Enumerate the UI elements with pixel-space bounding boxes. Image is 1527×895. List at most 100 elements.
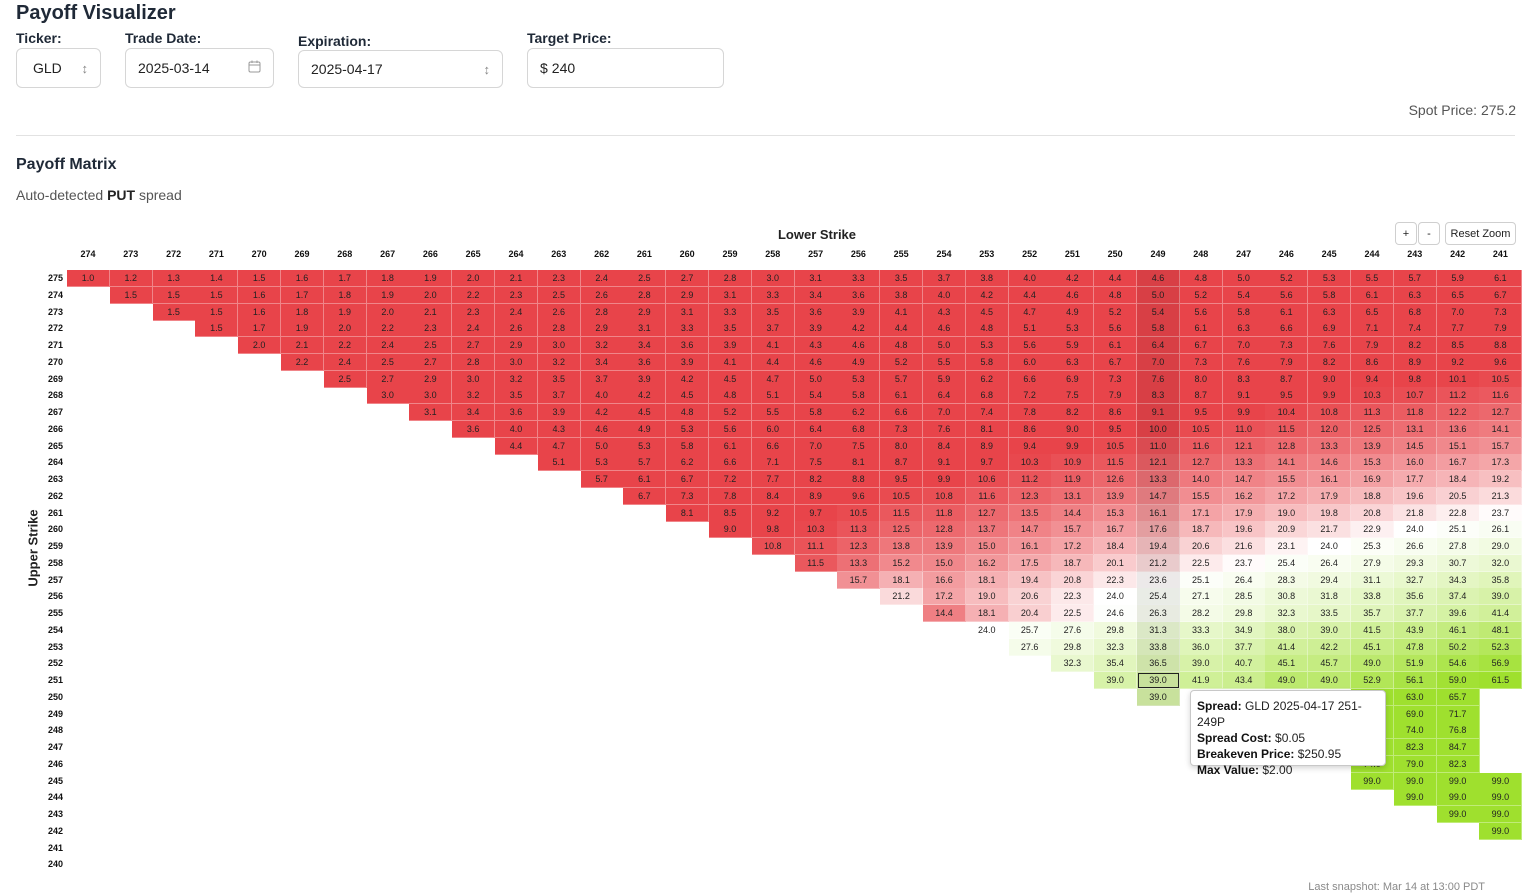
- payoff-cell[interactable]: 32.7: [1393, 571, 1437, 589]
- payoff-cell[interactable]: 4.5: [709, 370, 752, 388]
- payoff-cell[interactable]: 2.4: [495, 303, 538, 321]
- payoff-cell[interactable]: 14.1: [1265, 454, 1309, 472]
- payoff-cell[interactable]: 2.4: [323, 353, 367, 371]
- payoff-cell[interactable]: 10.8: [751, 538, 795, 555]
- payoff-cell[interactable]: 25.4: [1265, 554, 1309, 572]
- payoff-cell[interactable]: 7.1: [1351, 320, 1394, 338]
- payoff-cell[interactable]: 9.4: [1351, 370, 1394, 388]
- payoff-cell[interactable]: 41.9: [1179, 672, 1223, 689]
- payoff-cell[interactable]: 8.1: [965, 420, 1009, 438]
- payoff-cell[interactable]: 12.7: [1179, 454, 1223, 472]
- payoff-cell[interactable]: 3.9: [537, 404, 581, 421]
- payoff-cell[interactable]: 12.5: [1351, 420, 1394, 438]
- payoff-cell[interactable]: 2.6: [537, 303, 581, 321]
- payoff-cell[interactable]: 5.8: [794, 404, 838, 421]
- payoff-cell[interactable]: 6.2: [666, 454, 710, 472]
- payoff-cell[interactable]: 8.5: [1436, 337, 1480, 354]
- payoff-cell[interactable]: 7.2: [1008, 387, 1052, 405]
- payoff-cell[interactable]: 17.9: [1222, 504, 1266, 522]
- payoff-cell[interactable]: 52.3: [1479, 638, 1523, 656]
- payoff-cell[interactable]: 5.6: [709, 420, 752, 438]
- payoff-cell[interactable]: 8.9: [794, 487, 838, 505]
- payoff-cell[interactable]: 23.1: [1265, 538, 1309, 555]
- payoff-cell[interactable]: 8.2: [1393, 337, 1437, 354]
- payoff-cell[interactable]: 8.6: [1351, 353, 1394, 371]
- payoff-cell[interactable]: 25.4: [1137, 588, 1180, 606]
- payoff-cell[interactable]: 9.1: [1222, 387, 1266, 405]
- payoff-cell[interactable]: 21.6: [1222, 538, 1266, 555]
- payoff-cell[interactable]: 16.6: [923, 571, 966, 589]
- payoff-cell[interactable]: 45.1: [1265, 655, 1309, 673]
- payoff-cell[interactable]: 11.3: [837, 521, 881, 539]
- payoff-cell[interactable]: 4.9: [623, 420, 667, 438]
- payoff-cell[interactable]: 56.1: [1393, 672, 1437, 689]
- payoff-cell[interactable]: 19.6: [1222, 521, 1266, 539]
- payoff-cell[interactable]: 2.0: [366, 303, 410, 321]
- payoff-cell[interactable]: 50.2: [1436, 638, 1480, 656]
- payoff-cell[interactable]: 6.6: [1008, 370, 1052, 388]
- payoff-cell[interactable]: 14.0: [1179, 471, 1223, 488]
- payoff-cell[interactable]: 18.8: [1351, 487, 1394, 505]
- payoff-cell[interactable]: 6.1: [709, 437, 752, 455]
- payoff-cell[interactable]: 22.9: [1351, 521, 1394, 539]
- payoff-cell[interactable]: 7.5: [794, 454, 838, 472]
- payoff-cell[interactable]: 2.0: [409, 286, 453, 304]
- payoff-cell[interactable]: 32.3: [1094, 638, 1138, 656]
- payoff-cell[interactable]: 6.1: [1351, 286, 1394, 304]
- payoff-cell[interactable]: 7.9: [1265, 353, 1309, 371]
- payoff-cell[interactable]: 12.1: [1137, 454, 1180, 472]
- payoff-cell[interactable]: 12.0: [1308, 420, 1352, 438]
- payoff-cell[interactable]: 4.7: [751, 370, 795, 388]
- payoff-cell[interactable]: 13.3: [1137, 471, 1180, 488]
- payoff-cell[interactable]: 8.7: [1265, 370, 1309, 388]
- payoff-cell[interactable]: 3.5: [751, 303, 795, 321]
- payoff-cell[interactable]: 17.9: [1308, 487, 1352, 505]
- payoff-cell[interactable]: 99.0: [1393, 789, 1437, 807]
- payoff-cell[interactable]: 7.3: [880, 420, 924, 438]
- payoff-cell[interactable]: 2.7: [409, 353, 453, 371]
- payoff-cell[interactable]: 99.0: [1436, 772, 1480, 790]
- payoff-cell[interactable]: 32.0: [1479, 554, 1523, 572]
- payoff-cell[interactable]: 2.9: [580, 320, 624, 338]
- payoff-cell[interactable]: 3.7: [923, 270, 966, 287]
- payoff-cell[interactable]: 69.0: [1393, 705, 1437, 723]
- payoff-cell[interactable]: 2.7: [452, 337, 496, 354]
- payoff-cell[interactable]: 33.5: [1308, 605, 1352, 622]
- payoff-cell[interactable]: 2.4: [452, 320, 496, 338]
- payoff-cell[interactable]: 5.8: [1137, 320, 1180, 338]
- payoff-cell[interactable]: 5.5: [923, 353, 966, 371]
- payoff-cell[interactable]: 3.0: [409, 387, 453, 405]
- payoff-cell[interactable]: 5.1: [537, 454, 581, 472]
- payoff-cell[interactable]: 1.5: [152, 286, 196, 304]
- payoff-cell[interactable]: 19.0: [965, 588, 1009, 606]
- payoff-cell[interactable]: 3.6: [837, 286, 881, 304]
- payoff-cell[interactable]: 3.5: [880, 270, 924, 287]
- payoff-cell[interactable]: 14.4: [1051, 504, 1095, 522]
- payoff-cell[interactable]: 29.3: [1393, 554, 1437, 572]
- payoff-cell[interactable]: 12.2: [1436, 404, 1480, 421]
- payoff-cell[interactable]: 13.3: [1222, 454, 1266, 472]
- payoff-cell[interactable]: 3.6: [623, 353, 667, 371]
- payoff-cell[interactable]: 6.6: [880, 404, 924, 421]
- payoff-cell[interactable]: 2.8: [709, 270, 752, 287]
- payoff-cell[interactable]: 3.9: [709, 337, 752, 354]
- payoff-cell[interactable]: 99.0: [1393, 772, 1437, 790]
- payoff-cell[interactable]: 65.7: [1436, 688, 1480, 706]
- trade-date-input[interactable]: 2025-03-14: [125, 48, 274, 88]
- payoff-cell[interactable]: 3.1: [794, 270, 838, 287]
- payoff-cell[interactable]: 99.0: [1436, 789, 1480, 807]
- payoff-cell[interactable]: 3.3: [709, 303, 752, 321]
- payoff-cell[interactable]: 20.4: [1008, 605, 1052, 622]
- payoff-cell[interactable]: 2.7: [366, 370, 410, 388]
- payoff-cell[interactable]: 1.6: [238, 286, 282, 304]
- payoff-cell[interactable]: 7.3: [1265, 337, 1309, 354]
- payoff-cell[interactable]: 2.3: [537, 270, 581, 287]
- payoff-cell[interactable]: 5.0: [1222, 270, 1266, 287]
- payoff-cell[interactable]: 2.0: [452, 270, 496, 287]
- payoff-cell[interactable]: 11.2: [1436, 387, 1480, 405]
- payoff-cell[interactable]: 8.2: [794, 471, 838, 488]
- payoff-cell[interactable]: 7.9: [1351, 337, 1394, 354]
- payoff-cell[interactable]: 12.7: [1479, 404, 1523, 421]
- payoff-cell[interactable]: 12.5: [880, 521, 924, 539]
- payoff-cell[interactable]: 6.6: [1265, 320, 1309, 338]
